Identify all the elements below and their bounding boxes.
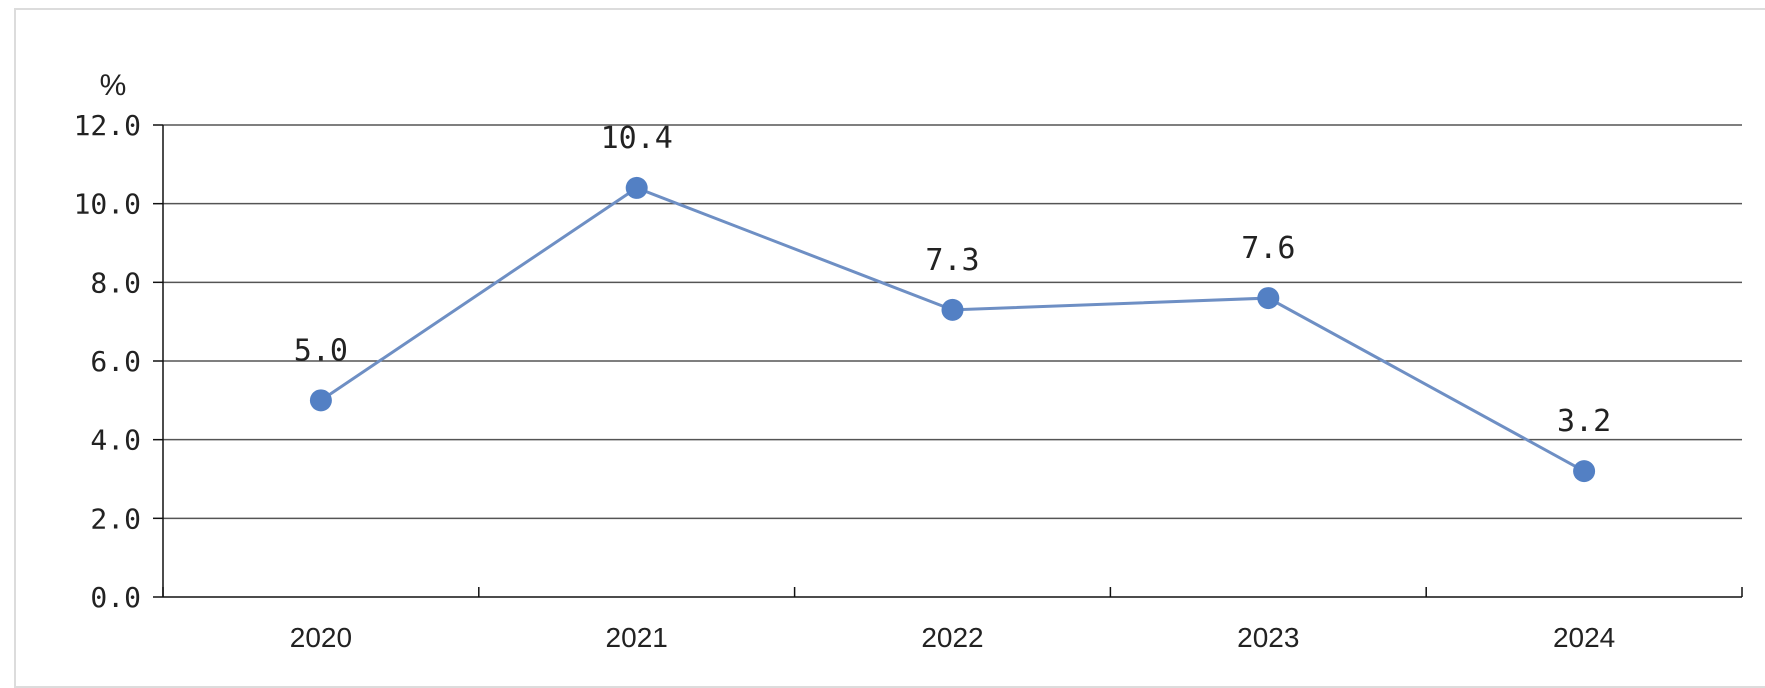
y-tick-label: 4.0 xyxy=(90,424,141,457)
axes xyxy=(162,125,1742,598)
data-point xyxy=(941,298,964,321)
data-label: 7.3 xyxy=(925,243,979,278)
data-label: 7.6 xyxy=(1241,231,1295,266)
data-label: 3.2 xyxy=(1557,404,1611,439)
data-point xyxy=(1257,287,1280,310)
x-tick-label: 2020 xyxy=(290,622,352,653)
data-label: 5.0 xyxy=(294,333,348,368)
y-axis-unit: % xyxy=(100,69,127,102)
line-chart: % 0.02.04.06.08.010.012.0 2020 2021 2022 20… xyxy=(74,69,1743,653)
y-tick-label: 6.0 xyxy=(90,345,141,378)
data-labels: 5.0 10.4 7.3 7.6 3.2 xyxy=(294,121,1611,439)
y-tick-label: 2.0 xyxy=(90,502,141,535)
data-point xyxy=(625,176,648,199)
y-tick-label: 12.0 xyxy=(74,109,141,142)
y-tick-label: 0.0 xyxy=(90,581,141,614)
x-tick-label: 2021 xyxy=(606,622,668,653)
x-tick-label: 2023 xyxy=(1237,622,1299,653)
grid-lines xyxy=(163,124,1742,520)
data-point xyxy=(1573,460,1596,483)
y-tick-label: 8.0 xyxy=(90,266,141,299)
series-line xyxy=(320,186,1585,473)
x-tick-label: 2022 xyxy=(921,622,983,653)
data-point xyxy=(309,389,332,412)
x-tick-label: 2024 xyxy=(1553,622,1615,653)
y-axis-ticks: 0.0 2.0 4.0 6.0 8.0 10.0 12.0 xyxy=(74,109,163,614)
data-series xyxy=(309,176,1596,483)
y-tick-label: 10.0 xyxy=(74,188,141,221)
x-axis-ticks: 2020 2021 2022 2023 2024 xyxy=(162,587,1743,653)
data-label: 10.4 xyxy=(601,121,673,156)
